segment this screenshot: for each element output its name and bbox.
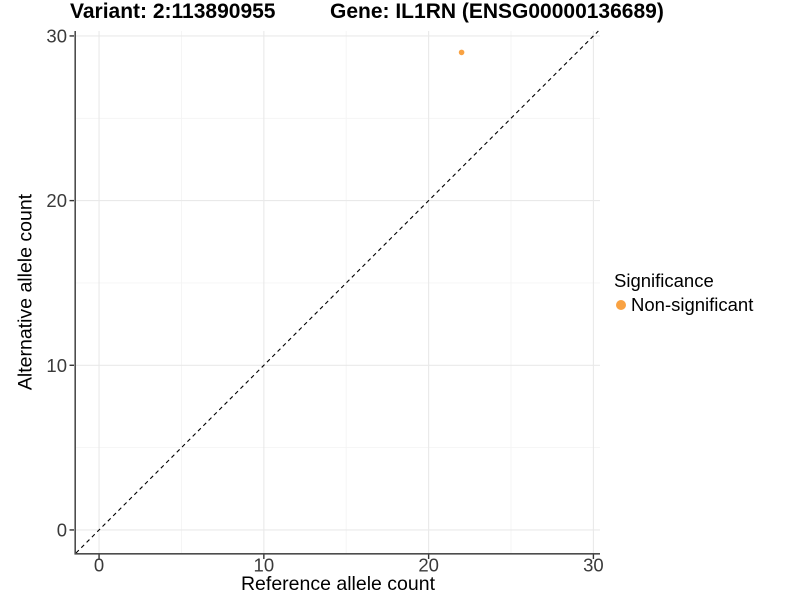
x-tick-label: 0 — [94, 555, 104, 576]
y-tick-label: 20 — [46, 190, 67, 211]
plot-title-variant: Variant: 2:113890955 — [70, 0, 276, 23]
identity-line — [75, 30, 599, 554]
legend: Significance Non-significant — [614, 270, 753, 316]
y-axis-title: Alternative allele count — [14, 193, 37, 391]
y-tick-label: 10 — [46, 355, 67, 376]
data-point — [458, 49, 465, 56]
x-tick-label: 10 — [254, 555, 275, 576]
x-tick-label: 30 — [583, 555, 604, 576]
legend-title: Significance — [614, 270, 714, 291]
x-axis-title: Reference allele count — [240, 573, 436, 595]
x-tick-label: 20 — [418, 555, 439, 576]
y-tick-label: 0 — [57, 519, 67, 540]
non-significant-point-icon — [616, 300, 626, 310]
y-tick-label: 30 — [46, 25, 67, 46]
legend-entry: Non-significant — [614, 294, 753, 316]
legend-entry-label: Non-significant — [631, 294, 754, 315]
plot-title-gene: Gene: IL1RN (ENSG00000136689) — [330, 0, 664, 23]
